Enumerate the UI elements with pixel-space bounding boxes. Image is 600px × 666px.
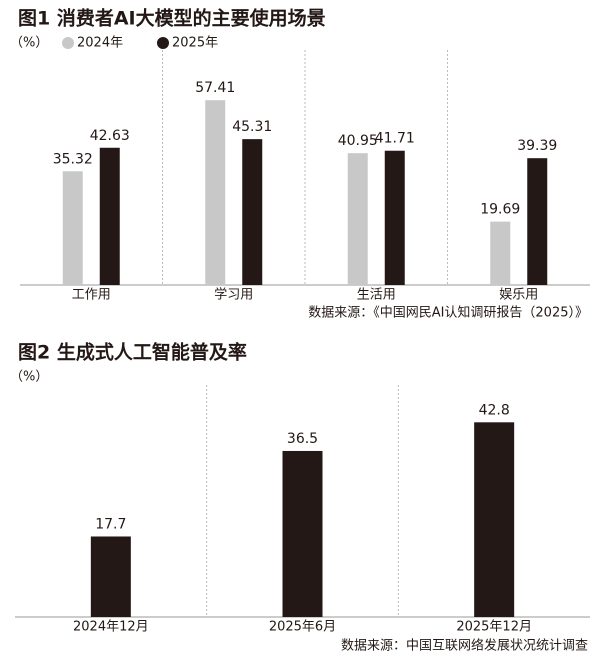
chart-title: 图2 生成式人工智能普及率 (18, 341, 247, 364)
value-label: 41.71 (375, 131, 415, 147)
x-tick-label: 2024年12月 (73, 620, 149, 635)
bar (99, 147, 120, 285)
source: 数据来源：《中国网民AI认知调研报告（2025）》 (308, 305, 588, 321)
bar (527, 158, 548, 285)
chart-title: 图1 消费者AI大模型的主要使用场景 (18, 7, 326, 30)
x-tick-label: 学习用 (214, 287, 253, 303)
value-label: 45.31 (232, 119, 272, 135)
source: 数据来源：中国互联网络发展状况统计调查 (341, 638, 588, 654)
value-label: 42.8 (479, 402, 510, 418)
legend-label: 2025年 (172, 36, 218, 51)
bar (490, 221, 511, 285)
legend-marker (62, 37, 74, 49)
x-tick-label: 生活用 (357, 288, 396, 303)
bar (282, 450, 323, 617)
value-label: 42.63 (90, 128, 130, 144)
value-label: 36.5 (287, 431, 318, 447)
legend-marker (157, 37, 169, 49)
unit-label: （%） (10, 370, 48, 385)
legend-label: 2024年 (77, 36, 123, 51)
x-tick-label: 2025年6月 (269, 620, 336, 635)
x-tick-label: 娱乐用 (499, 288, 538, 303)
bar (90, 536, 131, 617)
value-label: 40.95 (338, 133, 378, 149)
bar (384, 150, 405, 285)
value-label: 39.39 (517, 138, 557, 154)
value-label: 19.69 (480, 202, 520, 218)
bar (347, 153, 368, 285)
bar (62, 171, 83, 285)
unit-label: （%） (10, 36, 48, 51)
value-label: 17.7 (95, 516, 126, 532)
value-label: 35.32 (53, 151, 93, 167)
x-tick-label: 2025年12月 (456, 620, 532, 635)
bar (242, 139, 263, 285)
bar (205, 100, 226, 286)
bar (474, 422, 515, 617)
value-label: 57.41 (195, 80, 235, 96)
x-tick-label: 工作用 (72, 288, 111, 303)
